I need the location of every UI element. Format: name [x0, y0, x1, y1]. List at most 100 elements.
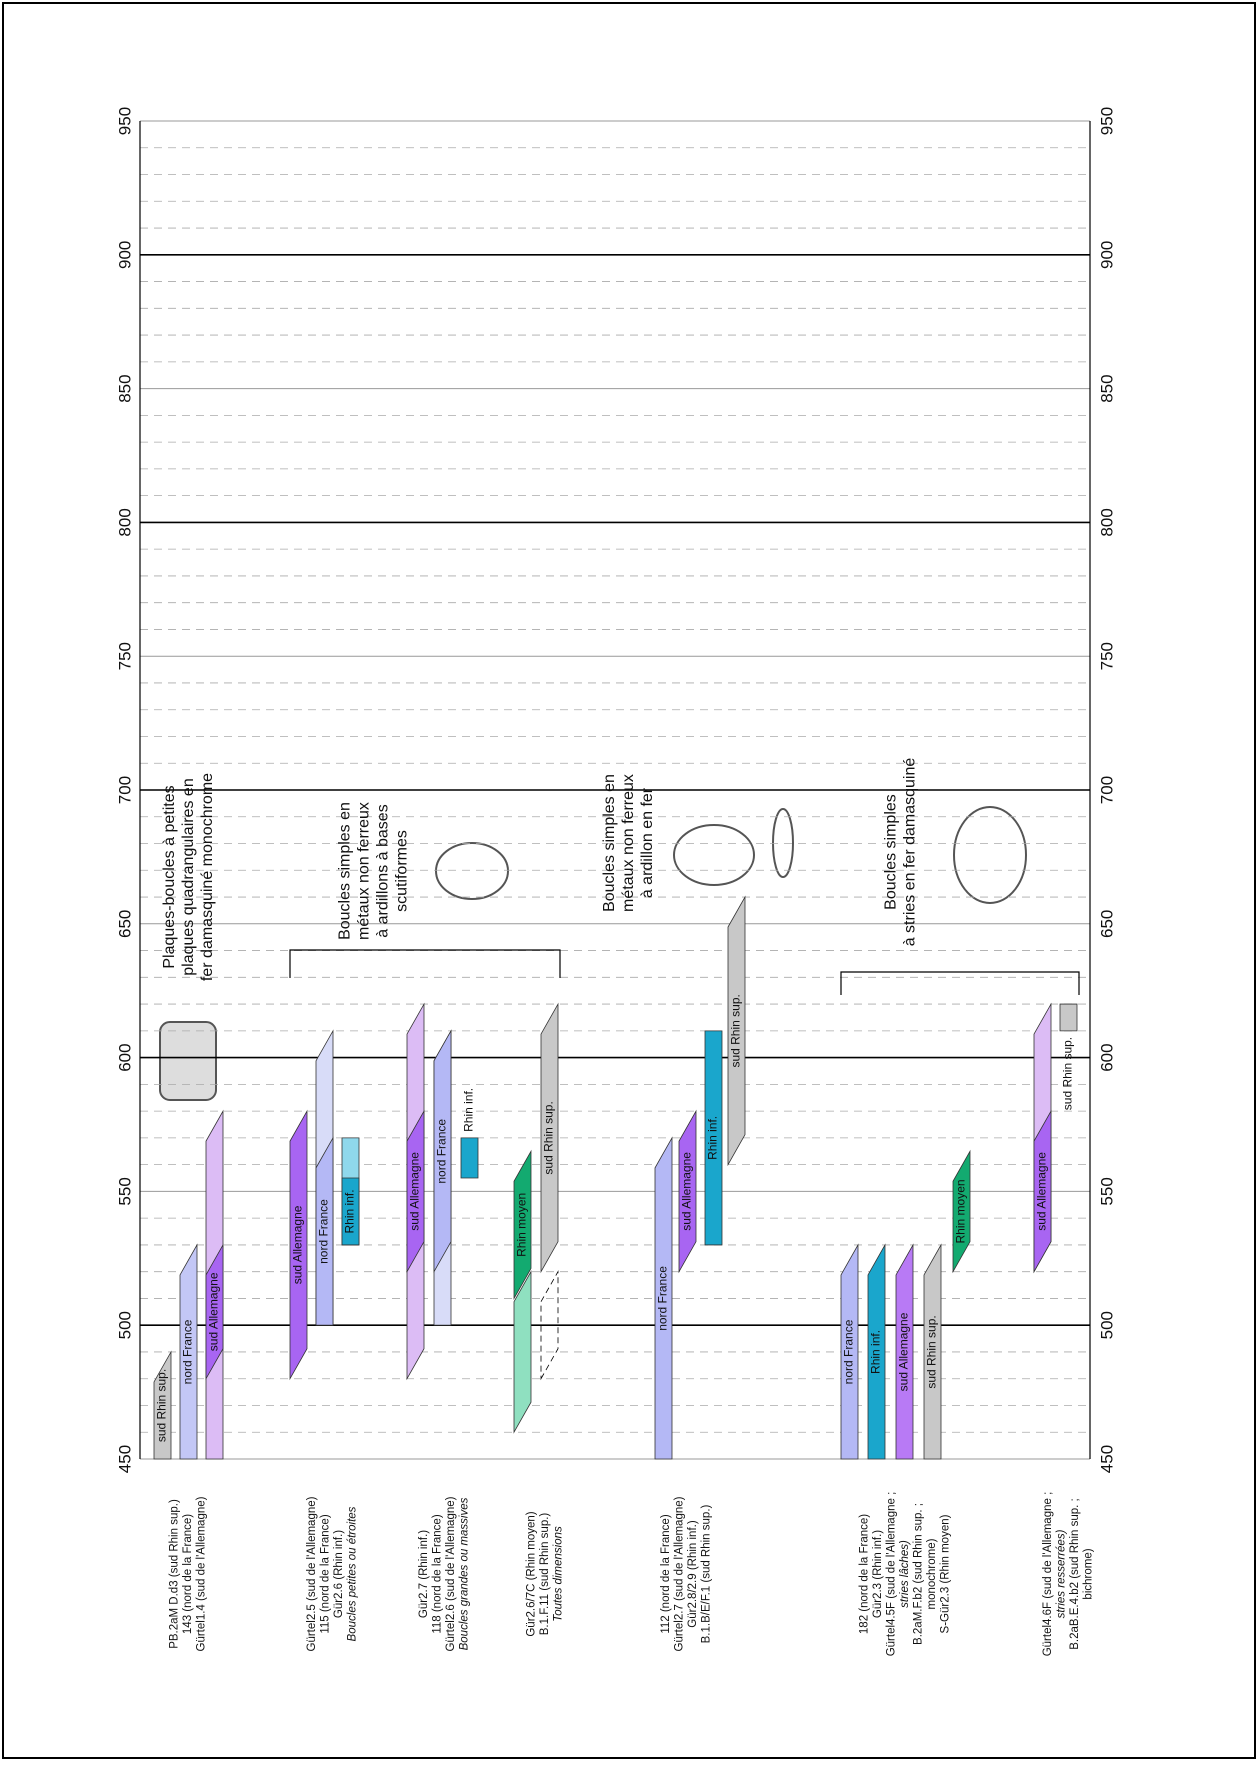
group-label: Gürtel1.4 (sud de l'Allemagne) [196, 1496, 208, 1651]
bar-label: Rhin moyen [954, 1179, 968, 1243]
bar-label: sud Allemagne [207, 1272, 221, 1351]
group-label: Gür2.7 (Rhin inf.) [418, 1530, 430, 1618]
bar-label: sud Rhin sup. [925, 1315, 939, 1388]
range-bar [460, 1137, 479, 1179]
y-tick-label: 950 [115, 107, 134, 135]
group-label: Gür2.6/7C (Rhin moyen) [526, 1511, 538, 1636]
group-label: Boucles grandes ou massives [458, 1497, 470, 1650]
group-label: Toutes dimensions [553, 1526, 565, 1622]
bar-label: nord France [842, 1319, 856, 1384]
group-label: 112 (nord de la France) [660, 1514, 672, 1633]
annotation: à ardillon en fer [639, 787, 656, 898]
bar-label: sud Rhin sup. [729, 994, 743, 1067]
bar-label: nord France [317, 1199, 331, 1264]
group-label: 143 (nord de la France) [182, 1514, 194, 1634]
range-bar [433, 1029, 452, 1274]
y-tick-label: 600 [115, 1043, 134, 1071]
range-bar [704, 1030, 723, 1246]
y-tick-label-right: 950 [1097, 107, 1116, 135]
bar-label: sud Rhin sup. [1061, 1037, 1075, 1110]
bar-label: sud Allemagne [897, 1312, 911, 1391]
range-bar [1059, 1003, 1078, 1032]
group-label: B.1.F.11 (sud Rhin sup.) [539, 1513, 551, 1636]
group-label: B.1.B/E/F.1 (sud Rhin sup.) [700, 1504, 712, 1643]
range-bar [678, 1109, 697, 1274]
y-tick-label: 500 [115, 1311, 134, 1339]
y-tick-label: 900 [115, 241, 134, 269]
annotation: fer damasquiné monochrome [199, 773, 216, 981]
y-tick-label-right: 500 [1097, 1311, 1116, 1339]
annotation: à stries en fer damasquiné [902, 758, 919, 947]
bar-label: Rhin moyen [515, 1193, 529, 1257]
range-bar [540, 1270, 559, 1381]
group-label: Gürtel4.6F (sud de l'Allemagne ; [1042, 1492, 1054, 1657]
y-tick-label: 700 [115, 776, 134, 804]
group-label: Gürtel2.7 (sud de l'Allemagne) [673, 1496, 685, 1651]
range-bar [205, 1243, 224, 1381]
annotation: Boucles simples [883, 794, 900, 910]
group-label: Gürtel4.5F (sud de l'Allemagne ; [886, 1492, 898, 1657]
group-label: stries lâches) [899, 1540, 911, 1608]
range-bar [341, 1177, 360, 1246]
annotation: plaques quadrangulaires en [180, 778, 197, 975]
y-tick-label: 550 [115, 1177, 134, 1205]
y-tick-label-right: 750 [1097, 642, 1116, 670]
y-tick-label: 650 [115, 910, 134, 938]
range-bar [153, 1350, 172, 1460]
group-label: stries resserrées) [1055, 1529, 1067, 1618]
annotation: à ardillons à bases [375, 804, 392, 937]
bar-label: sud Allemagne [291, 1205, 305, 1284]
y-tick-label-right: 650 [1097, 910, 1116, 938]
group-label: S-Gür2.3 (Rhin moyen) [940, 1514, 952, 1633]
y-tick-label: 850 [115, 374, 134, 402]
group-label: Gürtel2.6 (sud de l'Allemagne) [445, 1496, 457, 1651]
range-bar [895, 1243, 914, 1460]
y-tick-label: 450 [115, 1445, 134, 1473]
annotation: Boucles simples en [601, 774, 618, 912]
range-bar [952, 1149, 971, 1274]
group-label: 115 (nord de la France) [319, 1514, 331, 1633]
y-tick-label-right: 450 [1097, 1445, 1116, 1473]
annotation: Plaques-boucles à petites [161, 785, 178, 968]
range-bar [406, 1109, 425, 1274]
y-tick-label: 750 [115, 642, 134, 670]
range-bar [513, 1149, 532, 1300]
group-label: 118 (nord de la France) [431, 1514, 443, 1633]
bar-label: nord France [435, 1119, 449, 1184]
bar-label: sud Rhin sup. [155, 1369, 169, 1442]
annotation: Boucles simples en [337, 802, 354, 940]
group-label: Gür2.3 (Rhin inf.) [872, 1530, 884, 1618]
range-bar [1033, 1109, 1052, 1274]
bracket [289, 949, 561, 978]
range-bar [840, 1243, 859, 1460]
group-label: monochrome) [926, 1538, 938, 1609]
annotation: scutiformes [394, 830, 411, 912]
bar-label: nord France [181, 1319, 195, 1384]
group-label: PB.2aM D.d3 (sud Rhin sup.) [169, 1499, 181, 1649]
range-bar [727, 895, 746, 1167]
annotation: métaux non ferreux [356, 802, 373, 940]
bar-label: nord France [656, 1266, 670, 1331]
bracket [840, 971, 1080, 995]
y-tick-label: 800 [115, 508, 134, 536]
group-label: Gür2.6 (Rhin inf.) [333, 1530, 345, 1618]
y-tick-label-right: 550 [1097, 1177, 1116, 1205]
y-tick-label-right: 700 [1097, 776, 1116, 804]
y-tick-label-right: 900 [1097, 241, 1116, 269]
illustrations [159, 806, 1027, 1101]
group-label: B.2aM.F.b2 (sud Rhin sup. ; [913, 1503, 925, 1645]
range-bar [513, 1270, 532, 1434]
range-bar [179, 1243, 198, 1460]
bar-label: Rhin inf. [869, 1330, 883, 1374]
annotation: métaux non ferreux [620, 774, 637, 912]
y-tick-label-right: 600 [1097, 1043, 1116, 1071]
y-tick-label-right: 850 [1097, 374, 1116, 402]
range-bar [540, 1002, 559, 1274]
y-tick-label-right: 800 [1097, 508, 1116, 536]
bar-label: Rhin inf. [706, 1116, 720, 1160]
group-label: B.2aB.E.4.b2 (sud Rhin sup. ; [1069, 1498, 1081, 1650]
range-bar [867, 1243, 886, 1460]
bar-label: Rhin inf. [343, 1189, 357, 1233]
